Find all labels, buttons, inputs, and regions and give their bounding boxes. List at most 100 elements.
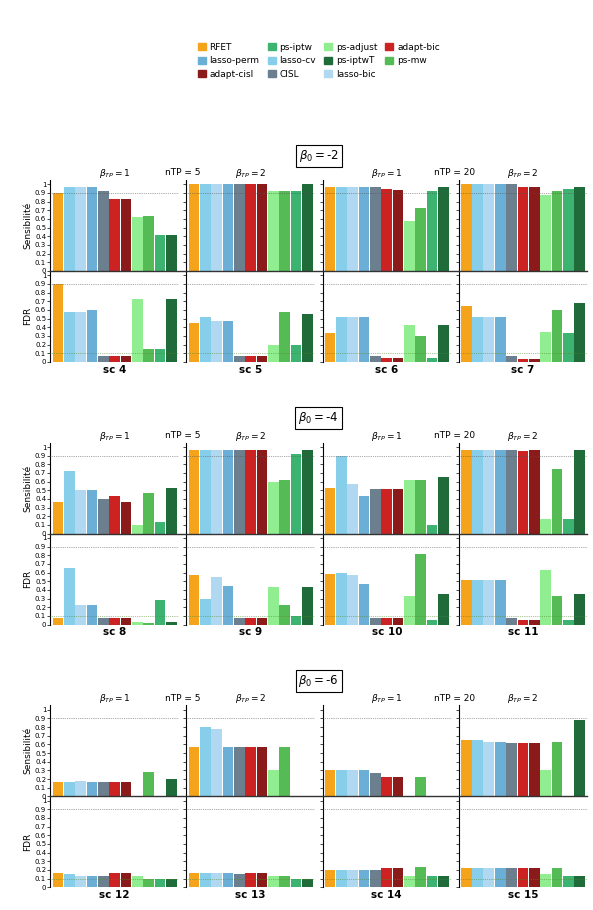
Bar bbox=[370, 356, 381, 362]
Bar bbox=[325, 333, 336, 362]
Bar bbox=[404, 325, 415, 362]
Bar bbox=[574, 450, 585, 533]
Bar bbox=[336, 771, 347, 796]
Bar bbox=[529, 450, 540, 533]
Bar bbox=[483, 450, 494, 533]
Bar bbox=[189, 873, 199, 887]
Bar bbox=[132, 622, 143, 624]
Bar bbox=[279, 747, 290, 796]
Bar bbox=[87, 490, 97, 533]
Bar bbox=[529, 359, 540, 362]
Bar bbox=[336, 870, 347, 887]
Bar bbox=[200, 873, 211, 887]
X-axis label: sc 7: sc 7 bbox=[511, 365, 534, 375]
Bar bbox=[87, 876, 97, 887]
Bar bbox=[370, 187, 381, 271]
Bar bbox=[279, 604, 290, 624]
Bar bbox=[189, 185, 199, 271]
Bar bbox=[144, 622, 154, 624]
Title: $\beta_{TP} = $2: $\beta_{TP} = $2 bbox=[235, 693, 266, 705]
Bar bbox=[483, 317, 494, 362]
Bar bbox=[257, 619, 267, 624]
Bar bbox=[472, 580, 483, 624]
Bar bbox=[551, 596, 562, 624]
Text: nTP = 20: nTP = 20 bbox=[434, 168, 476, 177]
Bar bbox=[472, 868, 483, 887]
Bar bbox=[109, 356, 120, 362]
Bar bbox=[393, 358, 403, 362]
Bar bbox=[144, 493, 154, 533]
Bar bbox=[483, 868, 494, 887]
Bar bbox=[370, 619, 381, 624]
Bar bbox=[132, 876, 143, 887]
Bar bbox=[472, 317, 483, 362]
Bar bbox=[132, 525, 143, 533]
Bar bbox=[438, 325, 449, 362]
Title: $\beta_{TP} = $2: $\beta_{TP} = $2 bbox=[507, 693, 538, 705]
Y-axis label: Sensibilité: Sensibilité bbox=[23, 464, 32, 511]
Text: $\beta_0 = $-2: $\beta_0 = $-2 bbox=[299, 147, 339, 164]
Text: $\beta_0 = $-6: $\beta_0 = $-6 bbox=[298, 673, 339, 689]
Y-axis label: FDR: FDR bbox=[23, 570, 32, 588]
Title: $\beta_{TP} = $2: $\beta_{TP} = $2 bbox=[235, 430, 266, 442]
Bar bbox=[246, 747, 256, 796]
Bar bbox=[359, 771, 369, 796]
Bar bbox=[416, 867, 426, 887]
Bar bbox=[291, 616, 301, 624]
Bar bbox=[268, 481, 279, 533]
Bar bbox=[483, 742, 494, 796]
Bar bbox=[529, 621, 540, 624]
Bar bbox=[551, 469, 562, 533]
Bar bbox=[222, 585, 234, 624]
Bar bbox=[144, 349, 154, 362]
Bar bbox=[120, 501, 131, 533]
Bar bbox=[370, 870, 381, 887]
Bar bbox=[472, 740, 483, 796]
Title: $\beta_{TP} = $1: $\beta_{TP} = $1 bbox=[371, 693, 403, 705]
Bar bbox=[336, 572, 347, 624]
Bar bbox=[98, 191, 109, 271]
Bar bbox=[404, 480, 415, 533]
Bar bbox=[155, 522, 165, 533]
Bar bbox=[222, 450, 234, 533]
Bar bbox=[416, 777, 426, 796]
Bar bbox=[87, 187, 97, 271]
Bar bbox=[574, 594, 585, 624]
Bar bbox=[563, 621, 573, 624]
Bar bbox=[291, 191, 301, 271]
Bar bbox=[257, 356, 267, 362]
Bar bbox=[144, 772, 154, 796]
Bar bbox=[109, 496, 120, 533]
Bar bbox=[574, 876, 585, 887]
Bar bbox=[563, 188, 573, 271]
Bar bbox=[347, 317, 358, 362]
Bar bbox=[370, 773, 381, 796]
Bar bbox=[166, 779, 177, 796]
Bar bbox=[518, 621, 528, 624]
X-axis label: sc 13: sc 13 bbox=[235, 890, 266, 900]
Bar bbox=[461, 306, 471, 362]
Bar bbox=[166, 488, 177, 533]
Bar bbox=[234, 356, 245, 362]
Bar bbox=[279, 191, 290, 271]
Bar bbox=[222, 185, 234, 271]
Bar bbox=[75, 490, 86, 533]
Bar bbox=[166, 299, 177, 362]
X-axis label: sc 6: sc 6 bbox=[375, 365, 398, 375]
Bar bbox=[483, 185, 494, 271]
Title: $\beta_{TP} = $1: $\beta_{TP} = $1 bbox=[99, 167, 130, 180]
Bar bbox=[234, 619, 245, 624]
Bar bbox=[540, 195, 551, 271]
Bar bbox=[98, 782, 109, 796]
Bar bbox=[438, 478, 449, 533]
Bar bbox=[563, 333, 573, 362]
Bar bbox=[438, 187, 449, 271]
Bar bbox=[404, 596, 415, 624]
Bar bbox=[336, 456, 347, 533]
Bar bbox=[416, 336, 426, 362]
Bar bbox=[381, 188, 392, 271]
Bar bbox=[155, 878, 165, 887]
Bar bbox=[64, 187, 75, 271]
Bar bbox=[189, 575, 199, 624]
Bar bbox=[506, 185, 517, 271]
